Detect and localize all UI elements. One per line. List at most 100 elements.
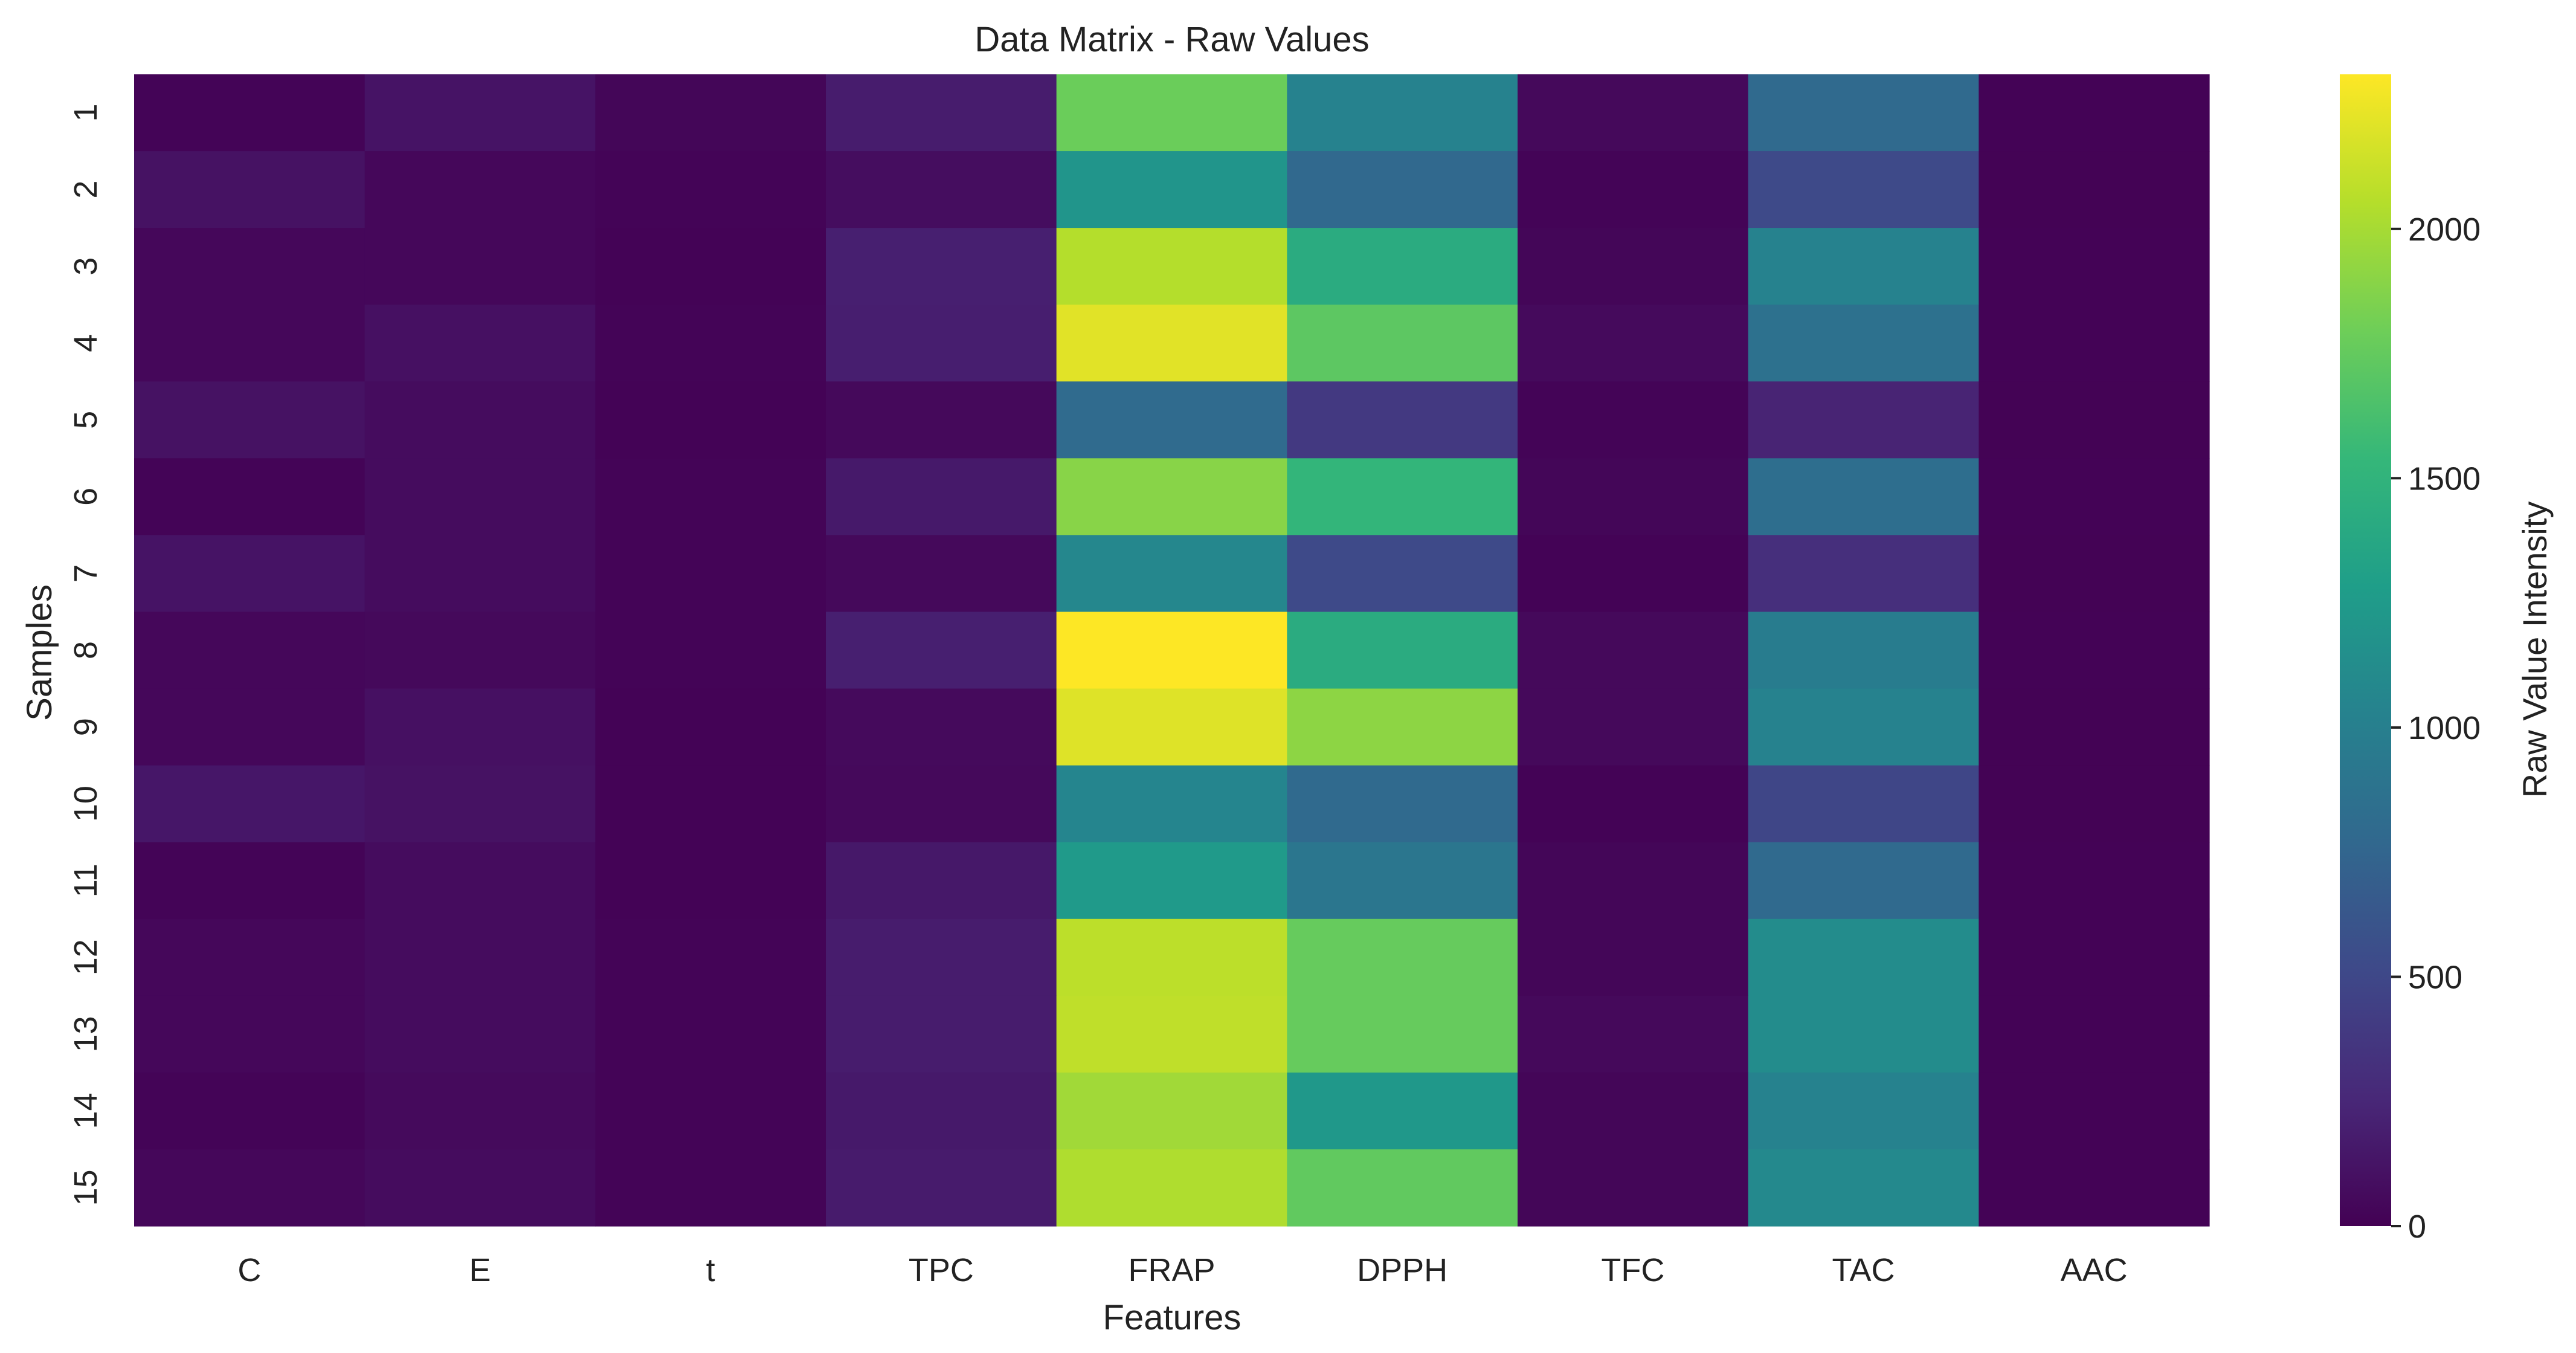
heatmap-cell (1748, 151, 1979, 228)
heatmap-cell (134, 228, 365, 305)
heatmap-cell (364, 995, 596, 1073)
heatmap-cell (364, 74, 596, 152)
heatmap-cell (364, 151, 596, 228)
heatmap-cell (826, 842, 1057, 920)
heatmap-cell (826, 381, 1057, 459)
heatmap-cell (595, 612, 826, 689)
heatmap-cell (1056, 842, 1287, 920)
heatmap-cell (134, 305, 365, 382)
y-tick-label: 1 (68, 104, 104, 122)
heatmap-cell (1056, 1072, 1287, 1150)
heatmap-cell (1518, 381, 1749, 459)
heatmap-cell (1518, 1149, 1749, 1227)
y-tick-label: 5 (68, 411, 104, 429)
heatmap-cell (1056, 995, 1287, 1073)
heatmap-cell (826, 765, 1057, 843)
y-tick-label: 7 (68, 564, 104, 583)
y-tick-label: 15 (68, 1169, 104, 1206)
heatmap-cell (1748, 458, 1979, 535)
heatmap-cell (595, 688, 826, 766)
heatmap-cell (595, 842, 826, 920)
heatmap-cell (595, 1072, 826, 1150)
heatmap-cell (1518, 228, 1749, 305)
heatmap-cell (595, 381, 826, 459)
heatmap-cell (595, 305, 826, 382)
heatmap-cell (826, 228, 1057, 305)
heatmap-cell (134, 151, 365, 228)
heatmap-cell (1748, 305, 1979, 382)
heatmap-cell (595, 228, 826, 305)
heatmap-cell (1056, 305, 1287, 382)
heatmap-cell (1287, 919, 1518, 996)
heatmap-cell (134, 381, 365, 459)
x-tick-label: TFC (1601, 1252, 1664, 1288)
heatmap-cell (826, 612, 1057, 689)
heatmap-cell (1979, 228, 2210, 305)
heatmap-cell (595, 535, 826, 613)
heatmap-cell (1287, 1072, 1518, 1150)
heatmap-cell (826, 919, 1057, 996)
heatmap-cell (1979, 688, 2210, 766)
colorbar-label: Raw Value Intensity (2516, 502, 2554, 798)
heatmap-cell (1518, 612, 1749, 689)
heatmap-cell (364, 305, 596, 382)
y-tick-label: 4 (68, 334, 104, 352)
heatmap-cell (1748, 842, 1979, 920)
heatmap-cell (364, 919, 596, 996)
heatmap-cell (1979, 765, 2210, 843)
heatmap-cell (1287, 228, 1518, 305)
heatmap-cell (1287, 305, 1518, 382)
heatmap-cell (1979, 995, 2210, 1073)
heatmap-cells (134, 74, 2210, 1227)
heatmap-cell (1518, 151, 1749, 228)
y-tick-label: 14 (68, 1093, 104, 1129)
heatmap-cell (826, 305, 1057, 382)
heatmap-cell (595, 458, 826, 535)
y-tick-label: 13 (68, 1016, 104, 1052)
heatmap-cell (1287, 612, 1518, 689)
x-axis-label: Features (1103, 1298, 1241, 1337)
heatmap-cell (364, 228, 596, 305)
heatmap-cell (134, 612, 365, 689)
colorbar-tick-label: 2000 (2408, 212, 2481, 248)
heatmap-cell (1056, 765, 1287, 843)
y-tick-label: 11 (68, 864, 104, 897)
heatmap-cell (1748, 765, 1979, 843)
colorbar-tick-label: 0 (2408, 1209, 2426, 1245)
heatmap-cell (1056, 688, 1287, 766)
y-tick-label: 3 (68, 257, 104, 276)
heatmap-cell (1748, 612, 1979, 689)
heatmap-cell (1287, 381, 1518, 459)
heatmap-cell (1056, 535, 1287, 613)
heatmap-cell (1748, 919, 1979, 996)
heatmap-cell (1056, 919, 1287, 996)
heatmap-cell (1518, 995, 1749, 1073)
heatmap-cell (1287, 765, 1518, 843)
heatmap-cell (595, 1149, 826, 1227)
heatmap-cell (364, 1072, 596, 1150)
heatmap-cell (1518, 842, 1749, 920)
x-tick-label: DPPH (1357, 1252, 1447, 1288)
heatmap-cell (1056, 228, 1287, 305)
heatmap-cell (1518, 765, 1749, 843)
heatmap-cell (595, 151, 826, 228)
heatmap-cell (1979, 151, 2210, 228)
heatmap-cell (1979, 305, 2210, 382)
heatmap-cell (1518, 919, 1749, 996)
heatmap-cell (134, 765, 365, 843)
y-tick-label: 2 (68, 181, 104, 199)
heatmap-cell (1287, 458, 1518, 535)
x-tick-label: FRAP (1128, 1252, 1215, 1288)
heatmap-cell (1056, 1149, 1287, 1227)
heatmap-cell (364, 381, 596, 459)
heatmap-cell (364, 535, 596, 613)
colorbar-tick-label: 500 (2408, 959, 2462, 995)
heatmap-cell (134, 995, 365, 1073)
heatmap-cell (1748, 688, 1979, 766)
heatmap-cell (1979, 535, 2210, 613)
heatmap-cell (595, 995, 826, 1073)
heatmap-cell (826, 688, 1057, 766)
heatmap-cell (826, 995, 1057, 1073)
